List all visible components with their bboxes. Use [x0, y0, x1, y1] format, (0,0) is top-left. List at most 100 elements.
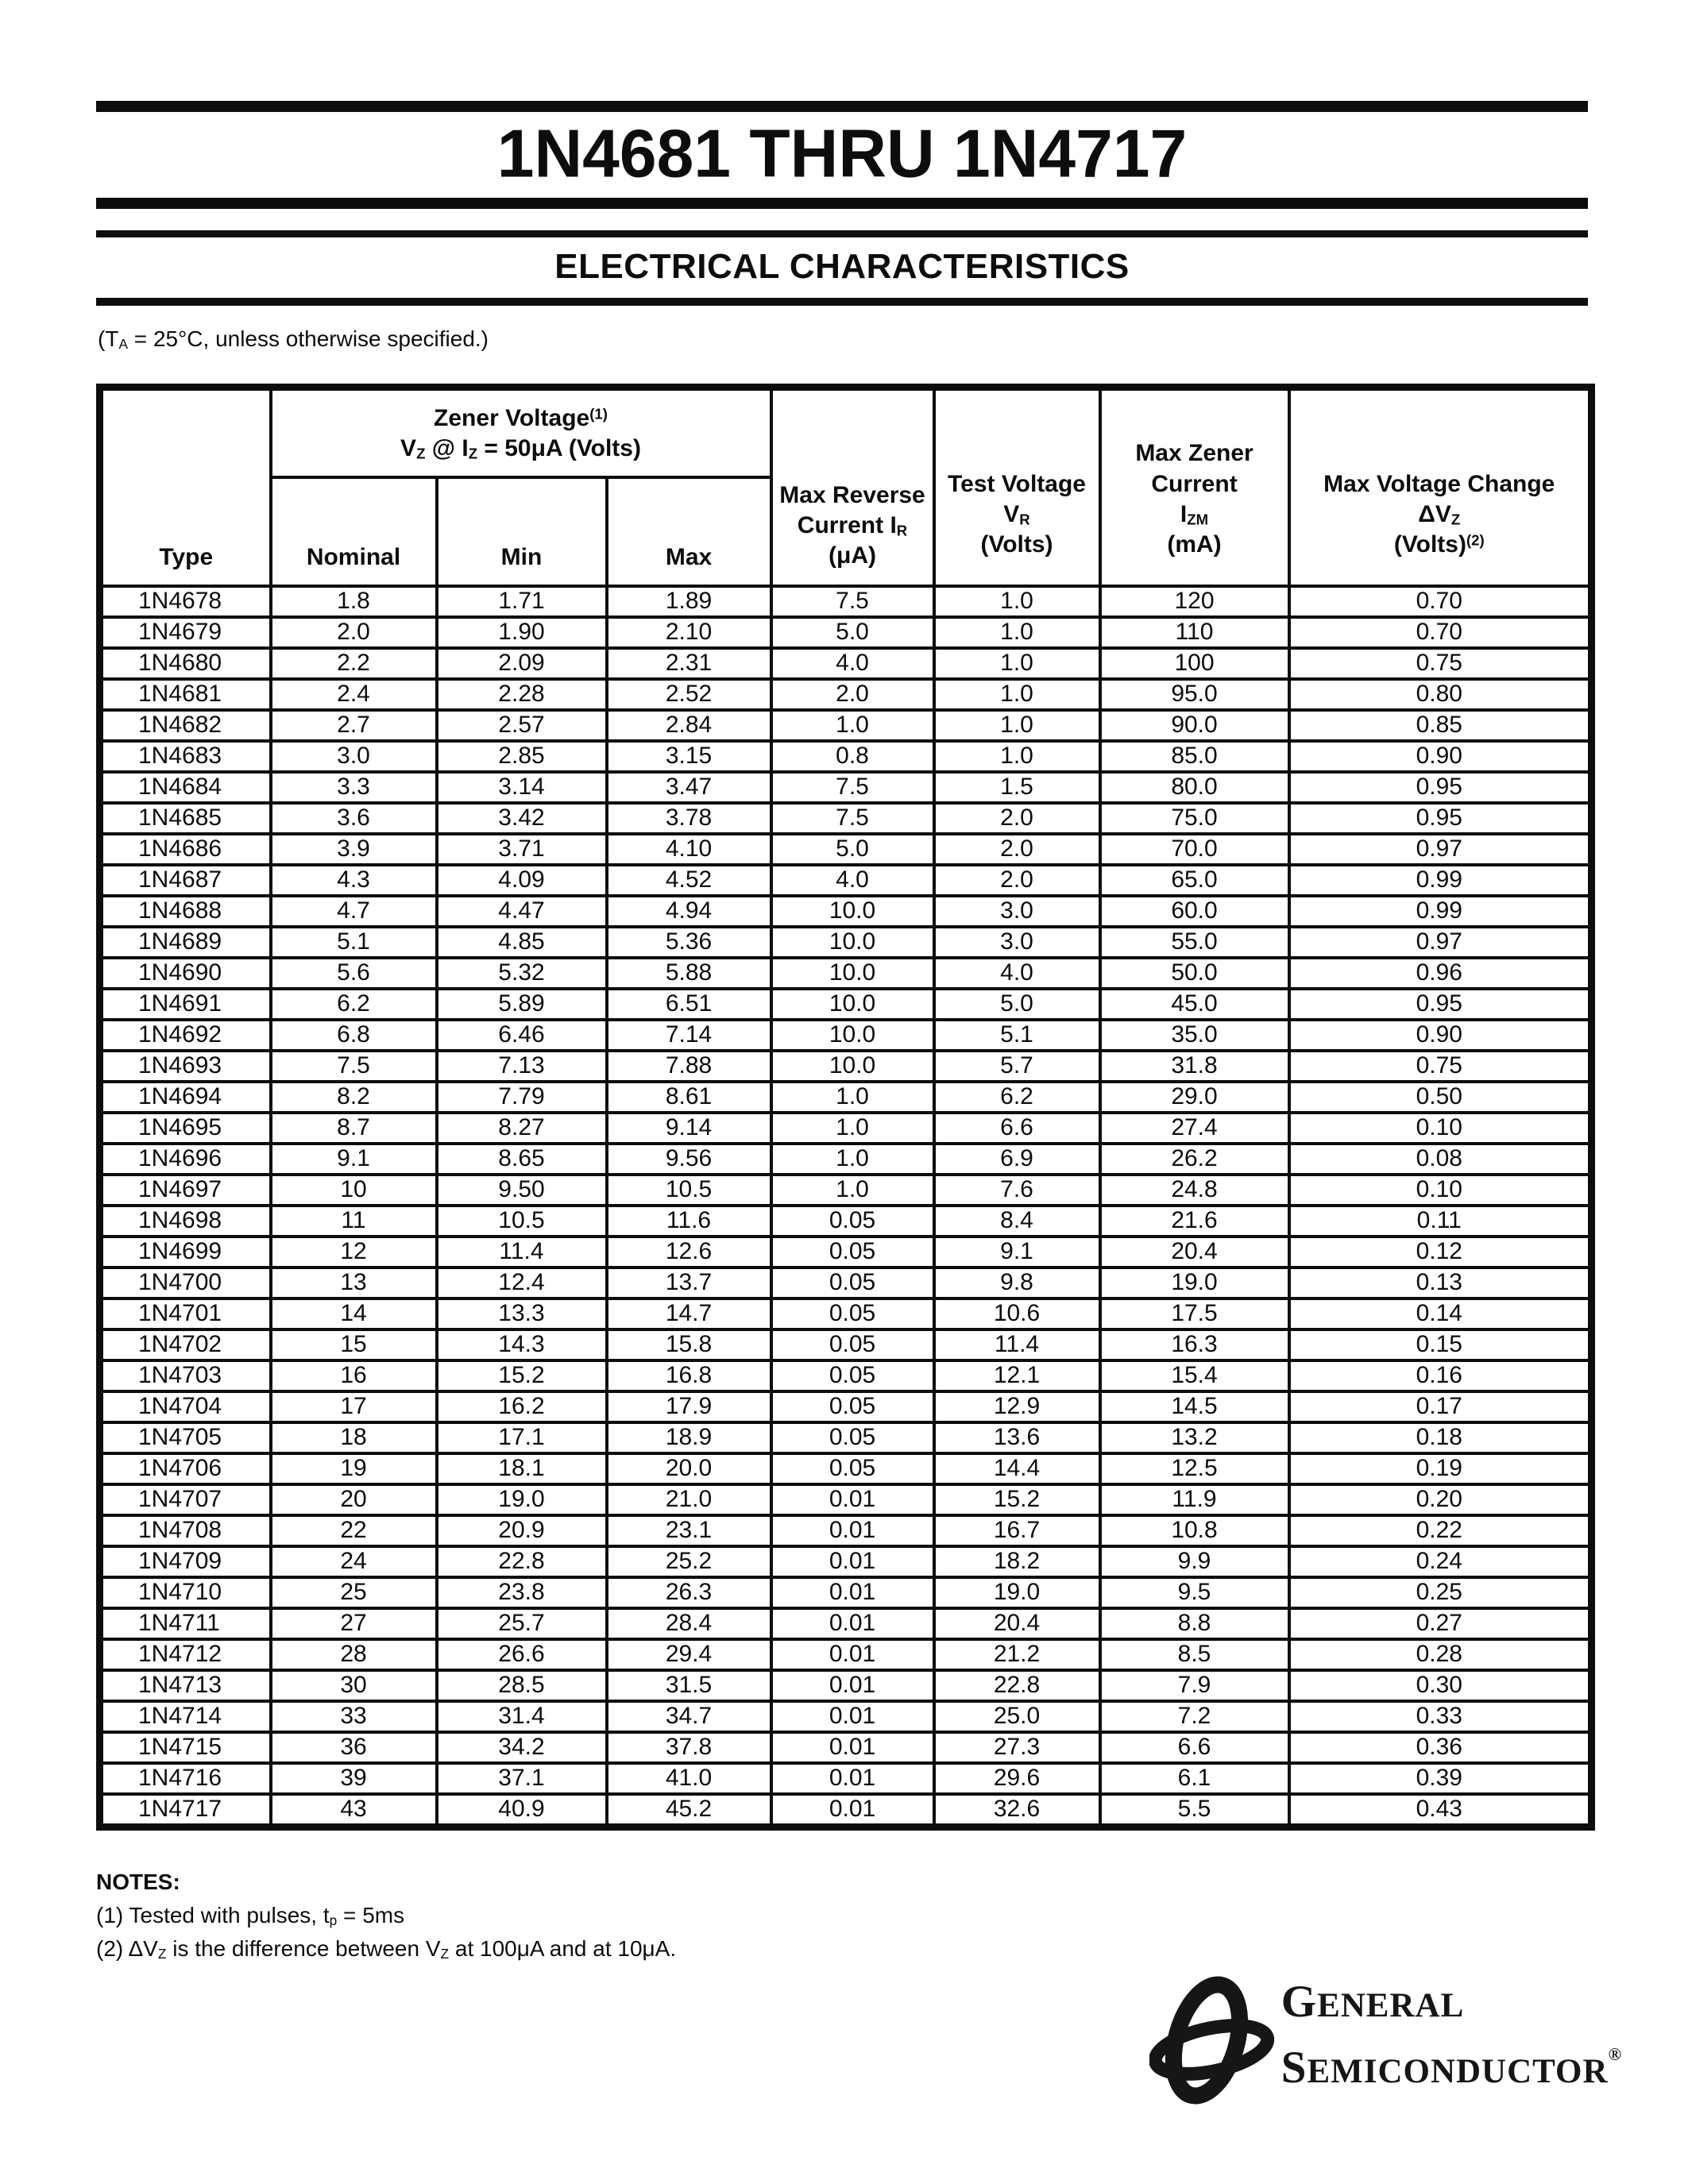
cell-value: 26.6	[435, 1637, 608, 1672]
cell-value: 13.6	[932, 1420, 1102, 1455]
table-row: 1N4696 9.1 8.65 9.56 1.0 6.9 26.2 0.08	[98, 1141, 1593, 1176]
cell-value: 0.01	[769, 1792, 936, 1829]
cell-value: 10.8	[1098, 1513, 1291, 1548]
cell-type: 1N4688	[98, 893, 272, 928]
cell-value: 14.4	[932, 1451, 1102, 1486]
cell-value: 7.5	[769, 584, 936, 619]
cell-value: 100	[1098, 646, 1291, 681]
cell-value: 10	[268, 1172, 438, 1207]
table-header: Type Zener Voltage(1) VZ @ IZ = 50μA (Vo…	[98, 385, 1593, 588]
cell-value: 1.0	[769, 1110, 936, 1145]
cell-value: 30	[268, 1668, 438, 1703]
cell-value: 7.2	[1098, 1699, 1291, 1734]
cell-value: 10.0	[769, 924, 936, 959]
cell-value: 16.8	[605, 1358, 773, 1393]
cell-value: 2.0	[769, 677, 936, 712]
cell-value: 15	[268, 1327, 438, 1362]
cell-type: 1N4712	[98, 1637, 272, 1672]
cell-value: 0.05	[769, 1358, 936, 1393]
cell-value: 0.01	[769, 1637, 936, 1672]
table-row: 1N4708 22 20.9 23.1 0.01 16.7 10.8 0.22	[98, 1513, 1593, 1548]
cell-type: 1N4717	[98, 1792, 272, 1829]
cell-value: 19.0	[1098, 1265, 1291, 1300]
cell-value: 50.0	[1098, 955, 1291, 990]
cell-value: 0.16	[1287, 1358, 1593, 1393]
cell-value: 0.01	[769, 1513, 936, 1548]
cell-value: 0.90	[1287, 1017, 1593, 1052]
cell-value: 0.08	[1287, 1141, 1593, 1176]
cell-value: 14	[268, 1296, 438, 1331]
cell-value: 6.6	[1098, 1730, 1291, 1765]
company-logo: GENERAL SEMICONDUCTOR®	[1149, 1967, 1621, 2114]
table-row: 1N4707 20 19.0 21.0 0.01 15.2 11.9 0.20	[98, 1482, 1593, 1517]
table-row: 1N4693 7.5 7.13 7.88 10.0 5.7 31.8 0.75	[98, 1048, 1593, 1083]
section-title: ELECTRICAL CHARACTERISTICS	[554, 247, 1130, 286]
cell-value: 0.01	[769, 1668, 936, 1703]
cell-value: 1.0	[932, 646, 1102, 681]
column-header-type: Type	[98, 385, 272, 588]
brand-line-general: GENERAL	[1280, 1977, 1465, 2027]
cell-value: 8.27	[435, 1110, 608, 1145]
cell-type: 1N4700	[98, 1265, 272, 1300]
cell-value: 12.1	[932, 1358, 1102, 1393]
cell-value: 5.1	[932, 1017, 1102, 1052]
cell-value: 23.8	[435, 1575, 608, 1610]
cell-value: 5.36	[605, 924, 773, 959]
general-semiconductor-mark-icon	[1149, 1976, 1274, 2105]
cell-value: 45.2	[605, 1792, 773, 1829]
brand-line-semiconductor: SEMICONDUCTOR®	[1280, 2043, 1621, 2093]
cell-value: 27.4	[1098, 1110, 1291, 1145]
cell-type: 1N4714	[98, 1699, 272, 1734]
cell-type: 1N4691	[98, 986, 272, 1021]
column-header-test-voltage: Test Voltage VR (Volts)	[932, 385, 1102, 588]
cell-value: 10.0	[769, 955, 936, 990]
cell-value: 7.5	[268, 1048, 438, 1083]
cell-value: 1.5	[932, 770, 1102, 805]
cell-value: 18.2	[932, 1544, 1102, 1579]
cell-value: 0.10	[1287, 1172, 1593, 1207]
column-header-nominal: Nominal	[268, 475, 438, 588]
cell-value: 16	[268, 1358, 438, 1393]
table-row: 1N4682 2.7 2.57 2.84 1.0 1.0 90.0 0.85	[98, 708, 1593, 743]
cell-value: 18.9	[605, 1420, 773, 1455]
cell-value: 2.28	[435, 677, 608, 712]
cell-value: 17.1	[435, 1420, 608, 1455]
cell-value: 5.0	[932, 986, 1102, 1021]
cell-value: 11	[268, 1203, 438, 1238]
table-row: 1N4695 8.7 8.27 9.14 1.0 6.6 27.4 0.10	[98, 1110, 1593, 1145]
cell-type: 1N4685	[98, 801, 272, 835]
table-row: 1N4717 43 40.9 45.2 0.01 32.6 5.5 0.43	[98, 1792, 1593, 1829]
cell-value: 4.7	[268, 893, 438, 928]
cell-value: 4.47	[435, 893, 608, 928]
cell-value: 75.0	[1098, 801, 1291, 835]
cell-value: 31.4	[435, 1699, 608, 1734]
cell-value: 11.4	[932, 1327, 1102, 1362]
cell-value: 0.70	[1287, 615, 1593, 650]
cell-value: 2.09	[435, 646, 608, 681]
cell-value: 0.80	[1287, 677, 1593, 712]
table-row: 1N4689 5.1 4.85 5.36 10.0 3.0 55.0 0.97	[98, 924, 1593, 959]
cell-value: 0.95	[1287, 770, 1593, 805]
cell-value: 18.1	[435, 1451, 608, 1486]
cell-value: 15.2	[435, 1358, 608, 1393]
cell-value: 41.0	[605, 1761, 773, 1796]
cell-value: 9.50	[435, 1172, 608, 1207]
cell-value: 8.65	[435, 1141, 608, 1176]
cell-value: 0.01	[769, 1730, 936, 1765]
cell-value: 9.9	[1098, 1544, 1291, 1579]
cell-value: 15.4	[1098, 1358, 1291, 1393]
cell-value: 0.05	[769, 1389, 936, 1424]
cell-type: 1N4702	[98, 1327, 272, 1362]
cell-type: 1N4701	[98, 1296, 272, 1331]
cell-value: 4.0	[932, 955, 1102, 990]
cell-value: 23.1	[605, 1513, 773, 1548]
column-header-min: Min	[435, 475, 608, 588]
table-row: 1N4678 1.8 1.71 1.89 7.5 1.0 120 0.70	[98, 584, 1593, 619]
cell-value: 5.0	[769, 615, 936, 650]
cell-value: 3.3	[268, 770, 438, 805]
cell-value: 5.7	[932, 1048, 1102, 1083]
cell-value: 29.0	[1098, 1079, 1291, 1114]
cell-value: 1.90	[435, 615, 608, 650]
cell-value: 10.0	[769, 1017, 936, 1052]
cell-value: 0.95	[1287, 986, 1593, 1021]
